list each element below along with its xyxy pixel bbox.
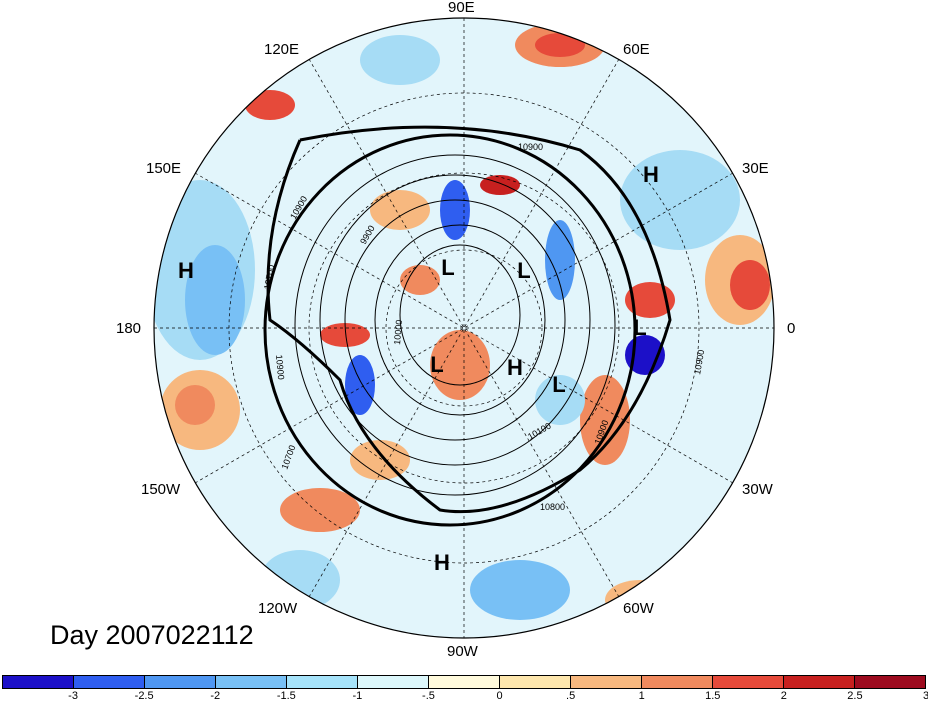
colorbar-tick-label: -3	[68, 690, 78, 702]
colorbar-swatch	[216, 676, 287, 688]
low-center: L	[441, 255, 454, 280]
low-center: L	[633, 315, 646, 340]
lon-label-60e: 60E	[623, 41, 650, 58]
map-border	[153, 17, 775, 639]
colorbar-tick-label: -1.5	[276, 690, 296, 702]
colorbar-swatch	[145, 676, 216, 688]
colorbar-tick-label: 1	[638, 690, 645, 702]
colorbar-swatch	[3, 676, 74, 688]
contour-label: 10800	[540, 502, 565, 512]
colorbar-swatch	[287, 676, 358, 688]
lon-label-30e: 30E	[742, 160, 769, 177]
colorbar-tick-label: 3	[922, 690, 928, 702]
colorbar-tick-label: .5	[566, 690, 576, 702]
lon-label-150e: 150E	[146, 160, 182, 177]
colorbar-tick-label: 2.5	[847, 690, 863, 702]
low-center: L	[552, 372, 565, 397]
colorbar-tick-label: 0	[496, 690, 503, 702]
height-contours	[263, 125, 672, 527]
contour-label: 10000	[392, 319, 404, 345]
colorbar-tick-label: -.5	[422, 690, 435, 702]
high-center: H	[507, 355, 523, 380]
colorbar-swatch	[429, 676, 500, 688]
colorbar-swatch	[855, 676, 925, 688]
lon-label-180: 180	[116, 320, 142, 337]
low-center: L	[517, 258, 530, 283]
colorbar-tick-label: -2	[210, 690, 221, 702]
colorbar-tick-label: -2.5	[134, 690, 154, 702]
lon-label-30w: 30W	[742, 481, 773, 498]
contour-label: 10700	[262, 264, 276, 290]
colorbar-swatch	[571, 676, 642, 688]
colorbar-swatch	[642, 676, 713, 688]
lon-label-60w: 60W	[623, 600, 654, 617]
lon-label-90e: 90E	[448, 0, 475, 16]
lon-label-90w: 90W	[447, 643, 478, 660]
lon-label-0: 0	[787, 320, 796, 337]
colorbar-swatch	[74, 676, 145, 688]
colorbar-swatch	[358, 676, 429, 688]
map-title: Day 2007022112	[50, 620, 254, 650]
graticule	[154, 18, 774, 638]
colorbar-tick-label: -1	[352, 690, 363, 702]
colorbar-swatch	[713, 676, 784, 688]
colorbar-swatch	[500, 676, 571, 688]
lon-label-150w: 150W	[141, 481, 181, 498]
colorbar	[2, 675, 926, 689]
low-center: L	[430, 352, 443, 377]
high-center: H	[434, 550, 450, 575]
lon-label-120e: 120E	[264, 41, 300, 58]
contour-label: 10900	[518, 142, 543, 152]
contour-label: 10900	[692, 349, 706, 375]
high-center: H	[643, 162, 659, 187]
contour-label: 10900	[274, 354, 286, 380]
lon-label-120w: 120W	[258, 600, 298, 617]
colorbar-tick-label: 2	[780, 690, 787, 702]
pressure-systems: L L L L L H H H H	[178, 162, 659, 575]
high-center: H	[178, 258, 194, 283]
colorbar-swatch	[784, 676, 855, 688]
colorbar-tick-label: 1.5	[705, 690, 721, 702]
